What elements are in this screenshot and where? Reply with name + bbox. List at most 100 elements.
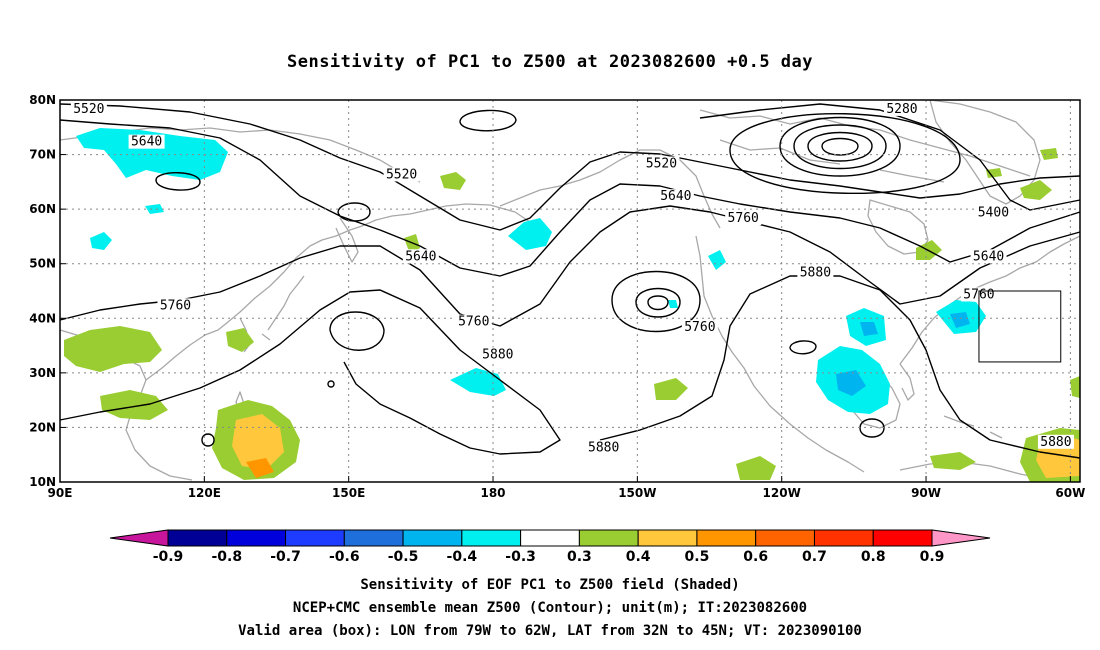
contour-label: 5760 [728, 211, 759, 226]
contour-label-bg [383, 167, 420, 182]
colorbar-label: 0.7 [802, 549, 827, 565]
contour-label: 5640 [405, 249, 436, 264]
contour-label: 5760 [458, 315, 489, 330]
shade-negative-pacific-b [668, 300, 678, 308]
contour-polar-ring-1 [729, 112, 961, 195]
shade-negative-siberia-b [90, 232, 112, 250]
colorbar-label: -0.4 [447, 549, 478, 565]
shade-positive-china-c [226, 328, 254, 352]
contour-label: 5880 [1040, 435, 1071, 450]
contour-label: 5400 [978, 206, 1009, 221]
contour-labels: 5520 5640 5520 5640 5760 5760 5880 5760 5520 5640… [70, 101, 1074, 455]
colorbar-label: 0.4 [626, 549, 651, 565]
contour-5400-arc [699, 103, 1081, 211]
contour-label-bg [70, 101, 107, 116]
shade-negative-usa-central-core [836, 370, 866, 396]
contour-label: 5880 [800, 266, 831, 281]
contour-ring-usa [789, 340, 817, 355]
contour-5640-west [59, 119, 1081, 277]
colorbar-label: -0.6 [329, 549, 360, 565]
shade-positive-china-b [100, 390, 168, 420]
colorbar-swatch [167, 529, 228, 547]
colorbar-label: -0.3 [505, 549, 536, 565]
shade-positive-ne-canada [986, 168, 1002, 178]
contour-5760 [59, 205, 1081, 327]
shade-positive-alaska [1040, 148, 1058, 160]
x-tick-label: 90W [911, 486, 941, 500]
contour-label: 5640 [973, 249, 1004, 264]
colorbar-label: -0.8 [211, 549, 242, 565]
contour-ring-north-pac [459, 109, 517, 132]
contour-polar-low-2 [793, 124, 887, 170]
footer-line-2: NCEP+CMC ensemble mean Z500 (Contour); u… [293, 600, 807, 616]
y-tick-label: 10N [29, 475, 56, 489]
contour-polar-low-3 [807, 131, 873, 162]
colorbar-label: 0.9 [920, 549, 945, 565]
contour-polar-low-4 [821, 137, 859, 156]
colorbar-swatch [226, 529, 287, 547]
contour-label-bg [585, 440, 622, 455]
colorbar: -0.9 -0.8 -0.7 -0.6 -0.5 -0.4 -0.3 0.3 0.4 0.5 0.6… [109, 529, 991, 565]
contour-label-bg [479, 347, 516, 362]
y-tick-label: 80N [29, 93, 56, 107]
shade-positive-mexico [736, 456, 776, 480]
y-tick-label: 20N [29, 420, 56, 434]
coastline-japan [261, 275, 305, 341]
contour-label-bg [797, 265, 834, 280]
x-tick-label: 120E [188, 486, 221, 500]
colorbar-swatch [285, 529, 345, 547]
contour-label: 5520 [73, 102, 104, 117]
y-tick-label: 50N [29, 257, 56, 271]
axis-ticks [59, 99, 1071, 483]
contour-label: 5520 [646, 156, 677, 171]
contour-ring-western-pac [201, 433, 215, 447]
shade-positive-china [64, 326, 162, 372]
contour-label: 5760 [684, 320, 715, 335]
shade-negative-usa-east-core [950, 312, 970, 328]
shade-positive-caribbean [930, 452, 976, 470]
shade-positive-kuril [404, 234, 420, 254]
colorbar-label: 0.8 [861, 549, 886, 565]
colorbar-swatch [578, 529, 639, 547]
contour-label-bg [975, 205, 1012, 220]
contour-label-bg [643, 156, 680, 171]
contour-label: 5640 [660, 189, 691, 204]
colorbar-label: -0.5 [388, 549, 419, 565]
contour-label-bg [970, 249, 1007, 264]
contour-ring-kamchatka [337, 202, 371, 222]
shade-negative-pacific [450, 368, 506, 396]
coastline-caribbean [943, 415, 1003, 439]
z500-contours [59, 103, 1081, 459]
contour-label-bg [402, 249, 439, 264]
shade-negative-siberia [76, 128, 228, 180]
x-tick-label: 150E [332, 486, 365, 500]
colorbar-swatch [520, 529, 580, 547]
map-frame [59, 99, 1081, 483]
shade-positive-wpac-hot [246, 458, 274, 478]
contour-5880 [59, 289, 561, 455]
footer-line-3: Valid area (box): LON from 79W to 62W, L… [238, 623, 862, 639]
contour-5520-west [59, 103, 1081, 231]
shade-positive-ne-pac [654, 378, 688, 400]
contour-label-bg [128, 134, 165, 149]
contour-low-pacific-inner [635, 287, 681, 318]
shade-positive-sakhalin [440, 172, 466, 190]
contour-label: 5880 [588, 440, 619, 455]
contour-label: 5760 [160, 298, 191, 313]
colorbar-label: -0.7 [270, 549, 301, 565]
contour-label-bg [883, 101, 920, 116]
y-tick-label: 60N [29, 202, 56, 216]
contour-ring-dot [327, 380, 335, 388]
colorbar-swatch [343, 529, 404, 547]
contour-polar-low-1 [779, 116, 901, 177]
contour-label-bg [657, 189, 694, 204]
colorbar-swatch [402, 529, 463, 547]
contour-ring-subtropical [329, 311, 385, 351]
coastline-greenland [929, 99, 1041, 205]
x-tick-label: 60W [1055, 486, 1085, 500]
map-panel: 5520 5640 5520 5640 5760 5760 5880 5760 5520 5640… [29, 93, 1085, 500]
contour-label: 5640 [131, 135, 162, 150]
valid-area-box [978, 290, 1062, 363]
colorbar-swatch [872, 529, 933, 547]
